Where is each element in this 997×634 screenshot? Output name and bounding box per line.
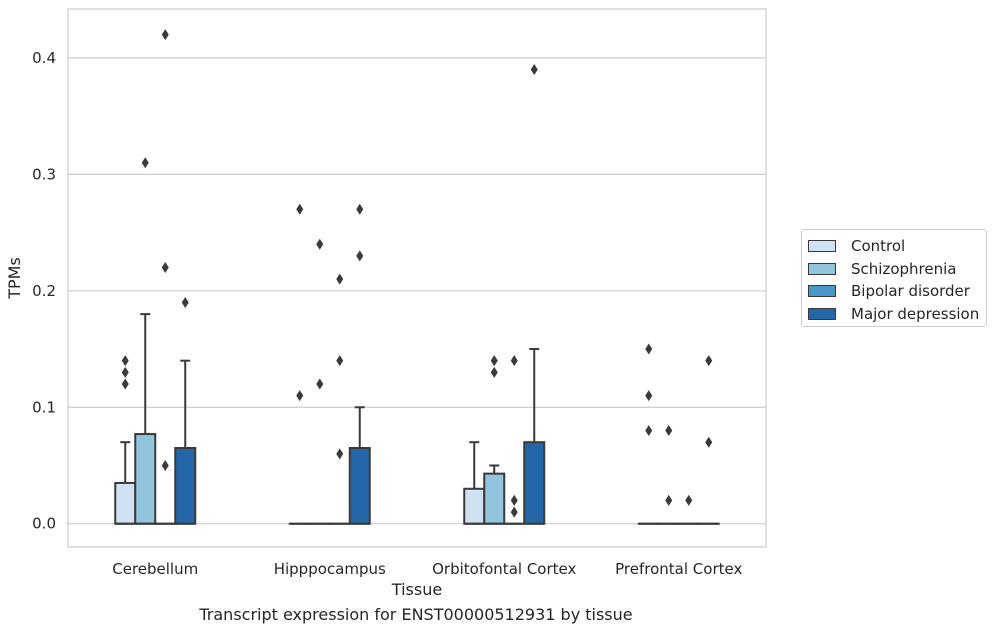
legend-swatch: [808, 240, 836, 252]
outlier-point: [705, 355, 713, 367]
outlier-point: [356, 203, 364, 215]
outlier-point: [645, 390, 653, 402]
plot-area: [68, 9, 766, 547]
box: [463, 487, 486, 525]
outlier-point: [530, 64, 538, 76]
y-tick-label: 0.2: [32, 282, 56, 300]
outlier-point: [645, 425, 653, 437]
box-schizophrenia: [657, 425, 680, 525]
box-major-depression: [523, 64, 546, 525]
chart-caption: Transcript expression for ENST0000051293…: [199, 605, 633, 624]
legend-label: Schizophrenia: [851, 259, 957, 278]
outlier-point: [685, 494, 693, 506]
outlier-point: [336, 355, 344, 367]
box: [174, 447, 197, 525]
legend-label: Major depression: [851, 304, 980, 323]
outlier-point: [161, 459, 169, 471]
box-bipolar-disorder: [503, 355, 526, 525]
box-schizophrenia: [483, 355, 506, 525]
outlier-point: [510, 494, 518, 506]
outlier-point: [336, 273, 344, 285]
box-series: [114, 29, 720, 525]
y-tick-label: 0.3: [32, 165, 56, 183]
box-major-depression: [174, 296, 197, 525]
x-tick-label: Cerebellum: [112, 560, 198, 578]
box: [114, 481, 137, 525]
box: [348, 447, 371, 525]
box: [134, 433, 157, 525]
box-control: [114, 355, 137, 525]
outlier-point: [316, 238, 324, 250]
legend-item: Control: [808, 236, 905, 256]
legend-item: Major depression: [808, 304, 979, 324]
outlier-point: [161, 262, 169, 274]
y-axis-label: TPMs: [5, 257, 24, 300]
box-schizophrenia: [308, 238, 331, 525]
box-schizophrenia: [134, 157, 157, 525]
legend-label: Bipolar disorder: [851, 282, 970, 300]
y-tick-label: 0.1: [32, 398, 56, 416]
box: [523, 441, 546, 525]
outlier-point: [705, 436, 713, 448]
x-axis-label: Tissue: [391, 580, 442, 599]
legend-label: Control: [851, 237, 906, 255]
outlier-point: [510, 506, 518, 518]
y-tick-label: 0.4: [32, 49, 56, 67]
x-tick-labels: Cerebellum Hipppocampus Orbitofontal Corte…: [112, 560, 742, 578]
y-tick-labels: 0.0 0.1 0.2 0.3 0.4: [32, 49, 56, 533]
y-tick-label: 0.0: [32, 515, 56, 533]
outlier-point: [161, 29, 169, 41]
outlier-point: [336, 448, 344, 460]
outlier-point: [356, 250, 364, 262]
x-tick-label: Orbitofontal Cortex: [432, 560, 576, 578]
outlier-point: [645, 343, 653, 355]
outlier-point: [181, 296, 189, 308]
outlier-point: [141, 157, 149, 169]
outlier-point: [665, 494, 673, 506]
x-tick-label: Hipppocampus: [274, 560, 386, 578]
legend-swatch: [808, 262, 836, 275]
outlier-point: [121, 378, 129, 390]
box-control: [288, 203, 311, 525]
plot-frame: [67, 8, 767, 548]
x-tick-label: Prefrontal Cortex: [615, 560, 742, 578]
legend-swatch: [808, 307, 836, 320]
outlier-point: [121, 355, 129, 367]
outlier-point: [490, 366, 498, 378]
legend: Control Schizophrenia Bipolar disorder Majo…: [801, 229, 987, 327]
outlier-point: [121, 366, 129, 378]
outlier-point: [316, 378, 324, 390]
legend-item: Schizophrenia: [808, 259, 956, 279]
outlier-point: [510, 355, 518, 367]
box-major-depression: [697, 355, 720, 525]
box-major-depression: [348, 203, 371, 525]
outlier-point: [665, 425, 673, 437]
outlier-point: [490, 355, 498, 367]
legend-item: Bipolar disorder: [808, 281, 970, 301]
outlier-point: [296, 203, 304, 215]
legend-swatch: [808, 285, 836, 297]
outlier-point: [296, 390, 304, 402]
box: [483, 472, 506, 525]
